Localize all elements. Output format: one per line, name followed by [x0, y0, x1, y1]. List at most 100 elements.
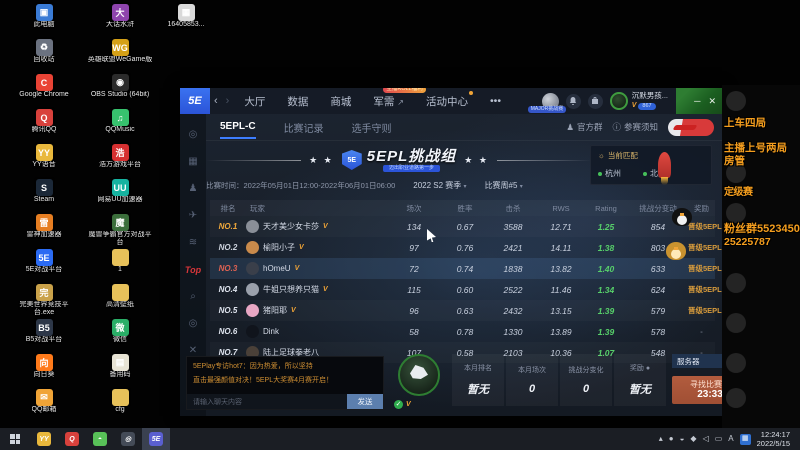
- tournament-icon[interactable]: ♟: [188, 183, 198, 194]
- taskbar-clock[interactable]: 12:24:17 2022/5/15: [757, 430, 794, 448]
- icon-label: QQ邮箱: [31, 406, 57, 413]
- score-delta-cell: 579: [650, 305, 666, 316]
- desktop-icon[interactable]: 魔 魔兽争霸官方对战平台: [86, 214, 154, 249]
- tray-icon[interactable]: A: [728, 434, 734, 443]
- nav-item-supply[interactable]: 军需 ↗ 主播ROLL福利: [373, 88, 426, 109]
- search-icon[interactable]: ⌕: [190, 291, 196, 302]
- nav-back-button[interactable]: ‹: [214, 95, 218, 107]
- desktop-icon[interactable]: ♻ 回收站: [10, 39, 78, 74]
- chat-input[interactable]: 请输入聊天内容: [193, 398, 242, 406]
- 5e-logo[interactable]: 5E: [180, 88, 210, 114]
- desktop-icon[interactable]: 微 微信: [86, 319, 154, 354]
- player-avatar: [246, 304, 259, 317]
- minimize-button[interactable]: ─: [694, 95, 701, 106]
- tray-icon[interactable]: ◒: [679, 434, 685, 443]
- close-button[interactable]: ✕: [708, 95, 716, 106]
- desktop-icon[interactable]: 1: [86, 249, 154, 284]
- table-row[interactable]: NO.5 猪阳耶 V 96 0.63 2432 13.15 1.39 579 晋…: [210, 300, 722, 321]
- taskbar-app[interactable]: ◎: [114, 428, 142, 450]
- jet-event-banner-button[interactable]: [668, 118, 714, 136]
- taskbar-app[interactable]: YY: [30, 428, 58, 450]
- backpack-icon[interactable]: [587, 93, 603, 109]
- tray-icon[interactable]: ▭: [714, 434, 723, 443]
- tab-player-rules[interactable]: 选手守则: [351, 124, 392, 135]
- searching-label: 寻找比赛中: [690, 380, 722, 389]
- icon-label: 英雄联盟WeGame版: [87, 56, 153, 63]
- desktop-icon[interactable]: ▦ 16405853...: [152, 4, 220, 39]
- desktop-icon[interactable]: Q 腾讯QQ: [10, 109, 78, 144]
- table-row[interactable]: NO.4 牛姐只想养只猫 V 115 0.60 2522 11.46 1.34 …: [210, 279, 722, 300]
- nav-forward-button[interactable]: ›: [225, 95, 230, 107]
- table-row[interactable]: NO.7 陆上足球拳老八 107 0.58 2103 10.36 1.07 54…: [210, 342, 715, 363]
- nav-item-data[interactable]: 数据: [287, 95, 309, 108]
- desktop-icon[interactable]: ▤ 备用码: [86, 354, 154, 389]
- server-hangzhou[interactable]: 杭州: [598, 168, 621, 179]
- user-profile[interactable]: 沉默男孩... V 867: [609, 92, 668, 110]
- profile-icon[interactable]: ◎: [188, 129, 198, 140]
- boost-icon[interactable]: ✈: [188, 210, 198, 221]
- start-button[interactable]: [0, 428, 30, 450]
- signal-icon[interactable]: ≋: [188, 237, 198, 248]
- official-group-button[interactable]: ♟ 官方群: [566, 121, 603, 133]
- tray-icon[interactable]: ◆: [690, 434, 697, 443]
- nav-item-shop[interactable]: 商城: [330, 95, 352, 108]
- desktop-icon[interactable]: C Google Chrome: [10, 74, 78, 109]
- stat-box: 本月排名 暂无: [452, 354, 504, 406]
- nav-more-button[interactable]: •••: [489, 95, 501, 107]
- cancel-icon[interactable]: ✕: [188, 345, 198, 356]
- desktop-icon[interactable]: 雷 雷神加速器: [10, 214, 78, 249]
- desktop-icon[interactable]: UU 网易UU加速器: [86, 179, 154, 214]
- header-score-delta: 挑战分变动: [639, 203, 677, 213]
- rws-cell: 12.71: [550, 221, 572, 232]
- desktop-icon[interactable]: S Steam: [10, 179, 78, 214]
- desktop-icon[interactable]: 向 向日葵: [10, 354, 78, 389]
- nav-item-lobby[interactable]: 大厅: [244, 95, 266, 108]
- notifications-bell-icon[interactable]: [565, 93, 581, 109]
- table-row[interactable]: NO.2 榆阳小子 V 97 0.76 2421 14.11 1.38 803 …: [210, 237, 722, 258]
- banner-line-right: [496, 159, 593, 161]
- overlay-avatar: [726, 163, 746, 183]
- desktop-icon[interactable]: 完 完美世界竞技平台.exe: [10, 284, 78, 319]
- ime-indicator[interactable]: ▦: [739, 433, 751, 445]
- participation-notice-button[interactable]: ⓘ 参赛须知: [612, 122, 658, 132]
- major-medal-icon[interactable]: MAJOR挑战赛: [527, 92, 567, 113]
- desktop-icon[interactable]: 浩 浩方游戏平台: [86, 144, 154, 179]
- desktop-icon[interactable]: B5 B5对战平台: [10, 319, 78, 354]
- desktop-icon[interactable]: WG 英雄联盟WeGame版: [86, 39, 154, 74]
- tab-match-records[interactable]: 比赛记录: [283, 124, 324, 135]
- user-badges: V 867: [632, 102, 668, 110]
- desktop-icon[interactable]: 5E 5E对战平台: [10, 249, 78, 284]
- overlay-announcements: 上车四局 主播上号两局 房管 定级赛 粉丝群55234502 25225787: [724, 117, 800, 249]
- top-rank-icon[interactable]: Top: [184, 265, 202, 275]
- my-avatar[interactable]: [398, 354, 440, 396]
- taskbar-app[interactable]: 5E: [142, 428, 170, 450]
- send-button[interactable]: 发送: [347, 394, 383, 409]
- desktop-icon[interactable]: ◉ OBS Studio (64bit): [86, 74, 154, 109]
- app-icon: [111, 389, 129, 406]
- match-week-select[interactable]: 比赛周#5 ▾: [484, 181, 523, 190]
- player-avatar: [246, 325, 259, 338]
- season-select[interactable]: 2022 S2 赛季 ▾: [413, 181, 467, 190]
- desktop-icon[interactable]: ♫ QQMusic: [86, 109, 154, 144]
- calendar-icon[interactable]: ▦: [188, 156, 198, 167]
- desktop-icon[interactable]: YY YY语音: [10, 144, 78, 179]
- my-vip-badge: V: [406, 401, 411, 408]
- table-row[interactable]: NO.1 天才美少女卡莎 V 134 0.67 3588 12.71 1.25 …: [210, 216, 722, 237]
- tray-icon[interactable]: ▴: [658, 434, 663, 443]
- searching-match-button[interactable]: 寻找比赛中 23:33: [672, 376, 722, 404]
- table-row[interactable]: NO.6 Dink 58 0.78 1330 13.89 1.39 578 -: [210, 321, 715, 342]
- nav-item-activity-center[interactable]: 活动中心: [426, 90, 473, 109]
- table-row[interactable]: NO.3 hOmeU V 72 0.74 1838 13.82 1.40 633…: [210, 258, 722, 279]
- record-icon[interactable]: ◎: [188, 318, 198, 329]
- desktop-icon[interactable]: 大 大话水浒: [86, 4, 154, 39]
- stat-value: 暂无: [467, 384, 489, 396]
- desktop-icon[interactable]: ▣ 此电脑: [10, 4, 78, 39]
- tray-icon[interactable]: ◁: [702, 434, 709, 443]
- tray-icon[interactable]: ●: [668, 434, 674, 443]
- taskbar-app[interactable]: ◓: [86, 428, 114, 450]
- desktop-icon[interactable]: cfg: [86, 389, 154, 424]
- taskbar-app[interactable]: Q: [58, 428, 86, 450]
- tab-5epl-c[interactable]: 5EPL-C: [220, 115, 256, 139]
- desktop-icon[interactable]: ✉ QQ邮箱: [10, 389, 78, 424]
- desktop-icon[interactable]: 高清壁纸: [86, 284, 154, 319]
